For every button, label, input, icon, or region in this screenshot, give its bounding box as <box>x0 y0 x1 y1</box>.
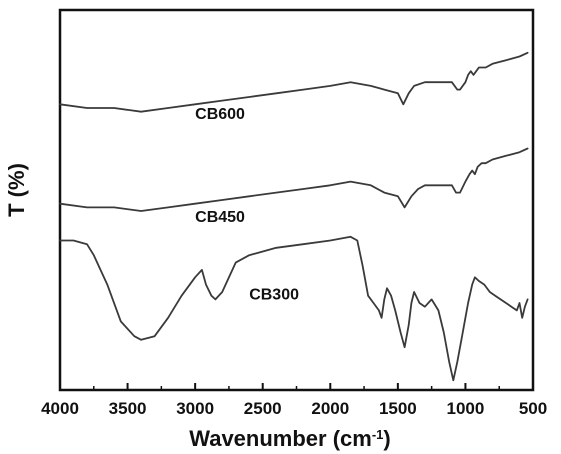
x-tick-label-1000: 1000 <box>447 399 485 418</box>
series-label-cb600: CB600 <box>195 106 245 123</box>
x-ticks <box>59 383 534 390</box>
x-tick-label-2500: 2500 <box>244 399 282 418</box>
x-tick-label-3000: 3000 <box>176 399 214 418</box>
x-axis-title-main: Wavenumber (cm <box>189 426 372 451</box>
x-tick-label-1500: 1500 <box>379 399 417 418</box>
x-tick-labels: 4000 3500 3000 2500 2000 1500 1000 500 <box>41 399 547 418</box>
series-line-cb450 <box>59 147 529 212</box>
y-axis-title: T (%) <box>4 163 29 217</box>
x-tick-label-4000: 4000 <box>41 399 79 418</box>
x-tick-label-3500: 3500 <box>109 399 147 418</box>
x-axis-title-sup: -1 <box>372 427 384 442</box>
series-line-cb600 <box>59 51 529 113</box>
x-tick-label-2000: 2000 <box>311 399 349 418</box>
series-group <box>59 51 529 382</box>
series-label-cb300: CB300 <box>249 286 299 303</box>
x-axis-title-end: ) <box>383 426 390 451</box>
x-tick-label-500: 500 <box>519 399 547 418</box>
series-labels: CB600 CB450 CB300 <box>195 106 299 303</box>
x-axis-title: Wavenumber (cm-1) <box>189 426 390 451</box>
series-line-cb300 <box>59 235 529 382</box>
series-label-cb450: CB450 <box>195 209 245 226</box>
